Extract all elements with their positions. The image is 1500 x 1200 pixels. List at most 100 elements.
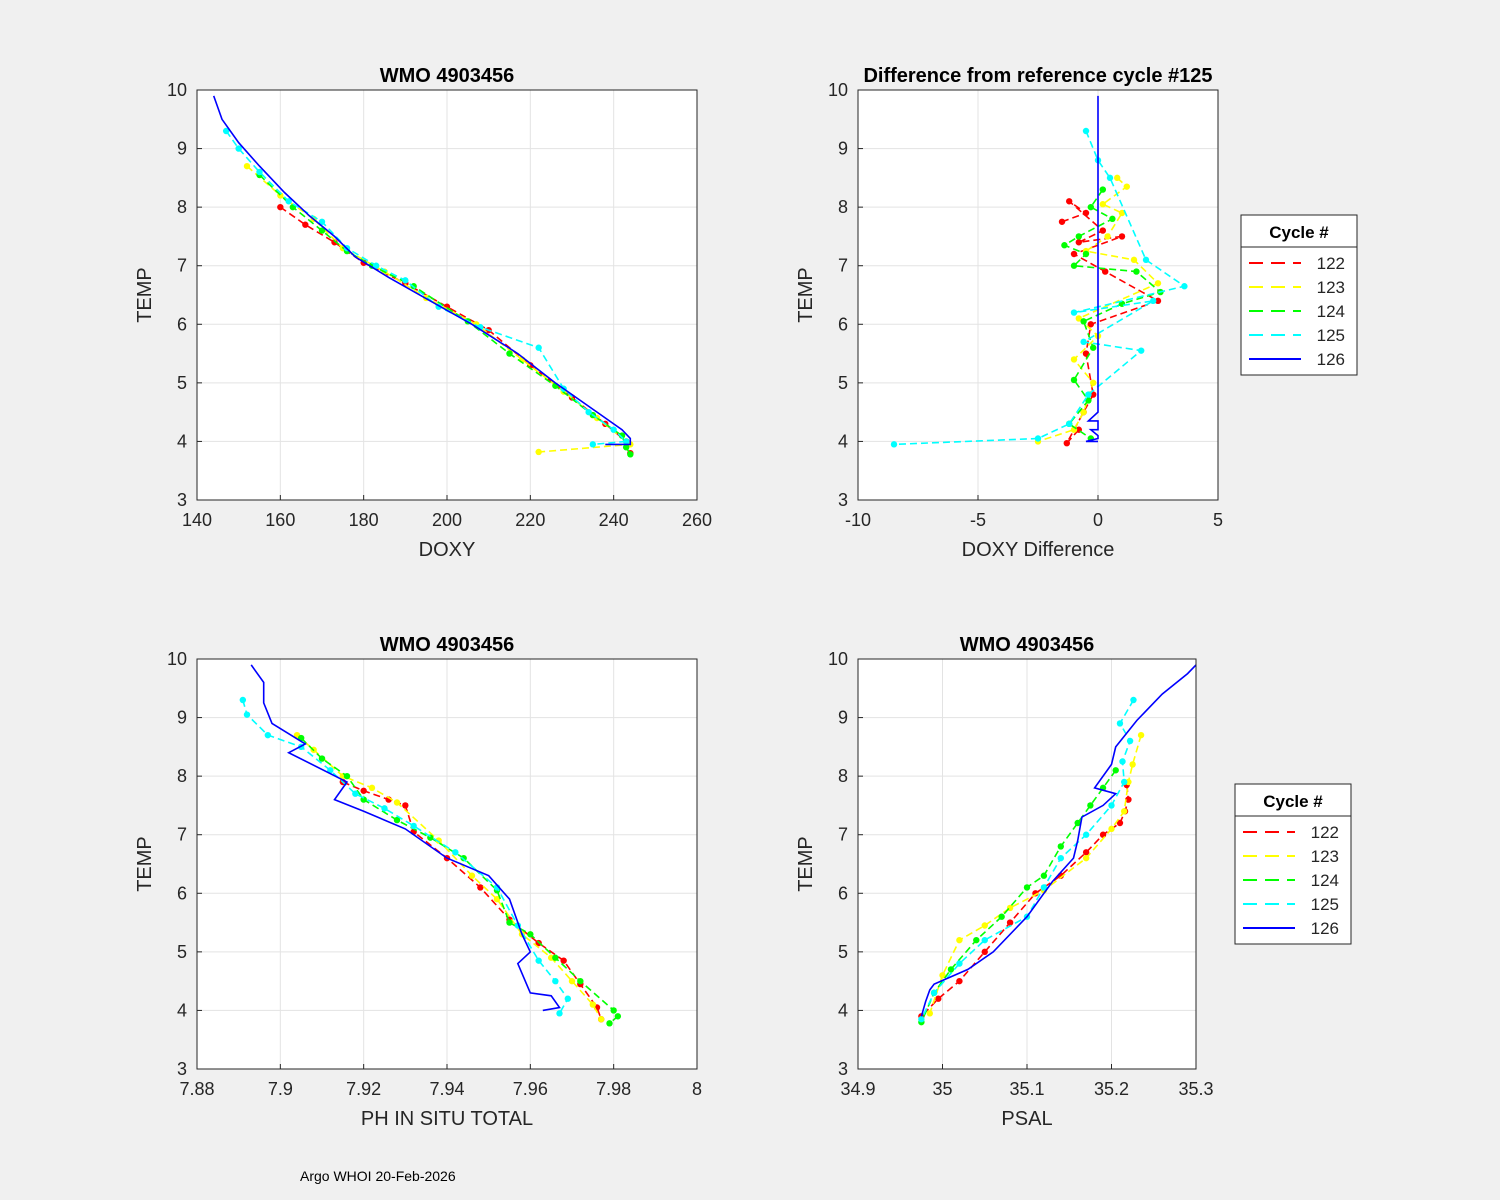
y-tick-label: 7 [838, 256, 848, 276]
data-point-125 [256, 168, 263, 176]
data-point-123 [535, 448, 542, 456]
data-point-122 [1154, 297, 1162, 305]
data-point-123 [1108, 825, 1115, 833]
data-point-123 [1082, 854, 1090, 862]
data-point-123 [493, 895, 501, 903]
data-point-124 [606, 1020, 613, 1027]
legend-label-122: 122 [1311, 823, 1339, 842]
y-tick-label: 9 [177, 139, 187, 159]
data-point-125 [372, 262, 380, 269]
data-point-125 [1034, 435, 1042, 442]
data-point-122 [1075, 239, 1083, 246]
y-tick-label: 7 [177, 256, 187, 276]
data-point-125 [552, 977, 559, 985]
series-line-125 [242, 699, 569, 1014]
y-axis-label: TEMP [795, 267, 817, 323]
x-tick-label: 34.9 [840, 1079, 875, 1099]
data-point-124 [627, 451, 634, 458]
data-point-123 [568, 977, 576, 985]
data-point-125 [318, 218, 326, 225]
data-point-125 [1120, 778, 1128, 786]
data-point-122 [1058, 218, 1066, 225]
data-point-124 [1112, 767, 1119, 774]
data-point-125 [918, 1016, 925, 1023]
data-point-124 [1133, 268, 1140, 275]
footer-caption: Argo WHOI 20-Feb-2026 [300, 1168, 456, 1184]
data-point-125 [535, 957, 542, 964]
legend-label-125: 125 [1317, 326, 1345, 345]
y-tick-label: 3 [838, 1059, 848, 1079]
y-tick-label: 4 [838, 1000, 848, 1020]
x-axis-label: DOXY [419, 539, 476, 561]
y-tick-label: 4 [838, 431, 848, 451]
data-point-124 [1087, 203, 1095, 211]
data-point-124 [1087, 802, 1094, 809]
x-tick-label: 260 [682, 510, 712, 530]
x-tick-label: 8 [692, 1079, 702, 1099]
x-tick-label: 35.3 [1178, 1079, 1213, 1099]
data-point-122 [1063, 439, 1071, 447]
data-point-124 [393, 816, 401, 824]
x-tick-label: -10 [845, 510, 871, 530]
data-point-123 [1114, 174, 1121, 182]
data-point-123 [1130, 256, 1138, 264]
y-tick-label: 5 [838, 942, 848, 962]
data-point-123 [1080, 408, 1087, 416]
legend-label-126: 126 [1317, 350, 1345, 369]
y-tick-label: 4 [177, 1000, 187, 1020]
legend: Cycle # 122 123 124 125 126 [1234, 783, 1352, 945]
data-point-122 [1116, 819, 1124, 827]
data-point-125 [264, 731, 272, 739]
plot-area [858, 90, 1218, 500]
legend-label-123: 123 [1311, 847, 1339, 866]
data-point-123 [956, 936, 963, 944]
chart-4: 34.9 35 35.1 35.2 35.3 3 4 5 6 7 8 9 10 WMO 4903456 PS… [795, 634, 1352, 1130]
data-point-125 [535, 344, 542, 351]
data-point-122 [1087, 321, 1095, 328]
data-point-124 [318, 755, 326, 762]
data-point-123 [1090, 379, 1097, 387]
data-point-124 [1080, 318, 1087, 325]
legend-label-123: 123 [1317, 278, 1345, 297]
data-point-125 [1082, 831, 1090, 838]
series-line-125 [225, 130, 629, 446]
y-tick-label: 6 [177, 883, 187, 903]
data-point-124 [1109, 215, 1116, 223]
data-point-125 [564, 995, 572, 1002]
data-point-122 [1118, 233, 1126, 240]
y-tick-label: 7 [177, 825, 187, 845]
data-point-124 [1082, 250, 1090, 258]
data-point-122 [1066, 198, 1073, 205]
data-point-125 [1040, 884, 1048, 891]
data-point-125 [239, 696, 247, 704]
data-point-122 [1102, 268, 1109, 275]
series-line-124 [300, 737, 619, 1024]
data-point-123 [589, 1001, 597, 1008]
data-point-124 [998, 913, 1005, 920]
data-point-124 [343, 772, 351, 780]
legend-box [1234, 783, 1352, 945]
data-point-123 [1137, 731, 1145, 739]
data-point-122 [277, 203, 284, 211]
x-tick-label: 160 [265, 510, 295, 530]
y-tick-label: 3 [177, 490, 187, 510]
y-tick-label: 5 [177, 373, 187, 393]
data-point-124 [318, 227, 326, 234]
series-line-126 [250, 664, 561, 1012]
chart-1: 140 160 180 200 220 240 260 3 4 5 6 7 8 9 10 WMO 490345… [134, 65, 712, 561]
y-tick-label: 10 [828, 649, 848, 669]
data-point-124 [1099, 186, 1107, 193]
y-tick-label: 8 [838, 197, 848, 217]
x-tick-label: 35.2 [1094, 1079, 1129, 1099]
chart-2: -10 -5 0 5 3 4 5 6 7 8 9 10 Difference from referenc… [795, 65, 1358, 561]
data-point-123 [926, 1010, 934, 1017]
data-point-125 [1119, 758, 1126, 765]
data-point-125 [1142, 256, 1150, 264]
legend-label-122: 122 [1317, 254, 1345, 273]
data-point-124 [947, 966, 955, 973]
axes-frame [857, 89, 1219, 501]
x-tick-label: 200 [432, 510, 462, 530]
series-line-126 [1085, 95, 1099, 443]
data-point-123 [468, 872, 476, 879]
